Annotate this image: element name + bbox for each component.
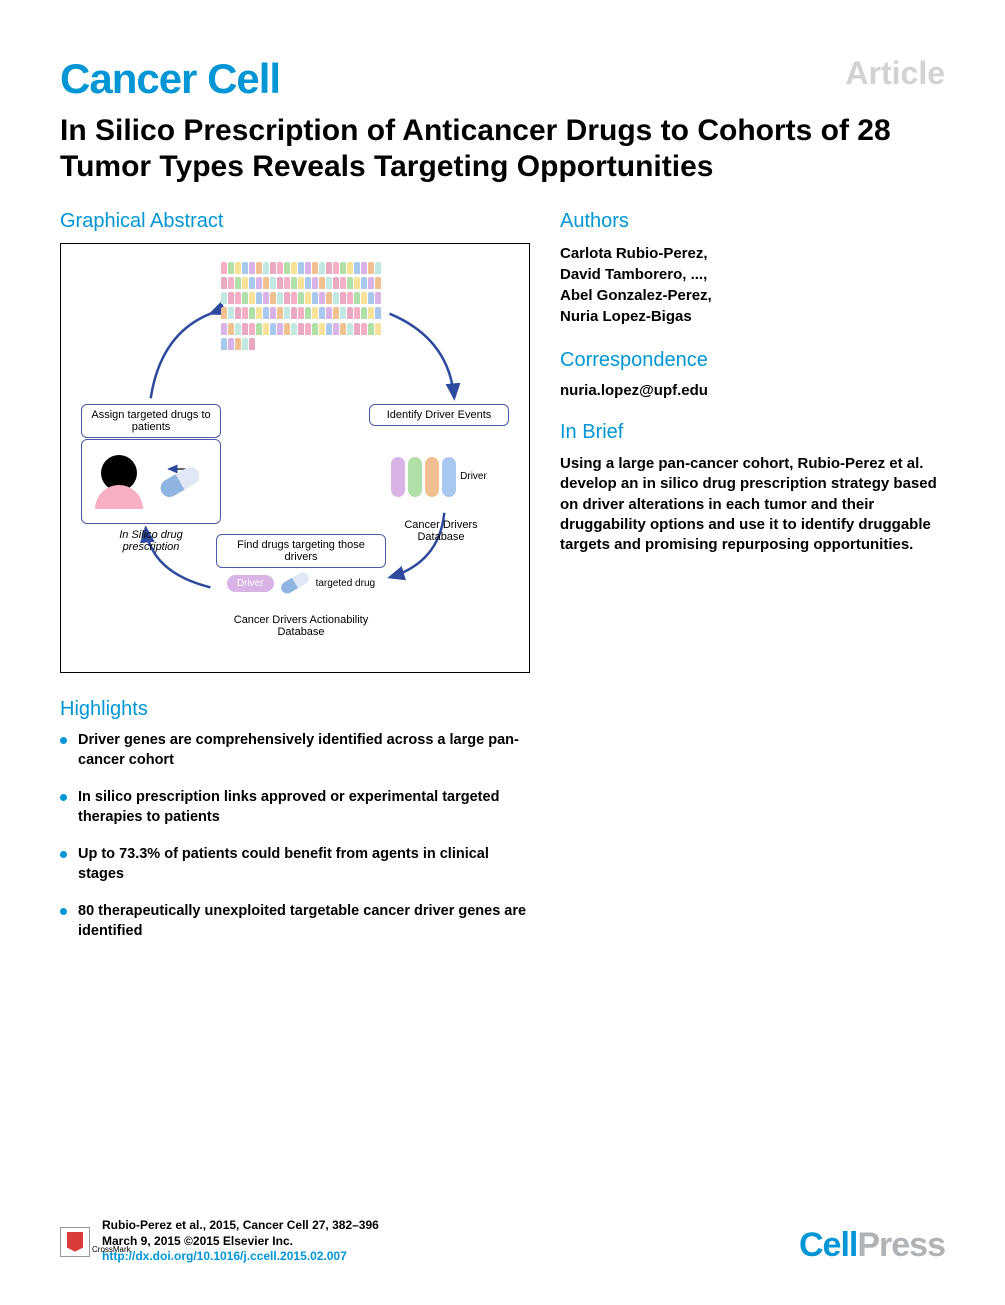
journal-logo: Cancer Cell <box>60 55 280 103</box>
article-type-label: Article <box>845 55 945 92</box>
identify-node-label: Identify Driver Events <box>369 404 509 426</box>
right-column: Authors Carlota Rubio-Perez,David Tambor… <box>560 210 940 960</box>
patient-illustration <box>81 439 221 524</box>
in-brief-text: Using a large pan-cancer cohort, Rubio-P… <box>560 454 940 555</box>
article-title: In Silico Prescription of Anticancer Dru… <box>60 113 945 185</box>
pill-icon <box>157 463 202 500</box>
cohort-icon-grid <box>221 262 381 352</box>
citation-block: Rubio-Perez et al., 2015, Cancer Cell 27… <box>102 1218 379 1265</box>
identify-illustration: Driver <box>369 439 509 514</box>
driver-chip: Driver <box>227 575 274 592</box>
authors-heading: Authors <box>560 210 940 233</box>
graphical-abstract-heading: Graphical Abstract <box>60 210 530 233</box>
assign-node-label: Assign targeted drugs to patients <box>81 404 221 438</box>
publisher-part1: Cell <box>799 1226 857 1264</box>
citation-line1: Rubio-Perez et al., 2015, Cancer Cell 27… <box>102 1218 379 1234</box>
find-node-label: Find drugs targeting those drivers <box>216 534 386 568</box>
pill-label: targeted drug <box>316 578 376 589</box>
assign-caption: In Silico drug prescription <box>91 529 211 553</box>
highlights-list: Driver genes are comprehensively identif… <box>60 731 530 942</box>
main-columns: Graphical Abstract Assign targeted drugs… <box>60 210 945 960</box>
find-caption: Cancer Drivers Actionability Database <box>216 614 386 638</box>
highlights-heading: Highlights <box>60 698 530 721</box>
highlight-item: Driver genes are comprehensively identif… <box>60 731 530 770</box>
correspondence-heading: Correspondence <box>560 349 940 372</box>
in-brief-heading: In Brief <box>560 421 940 444</box>
highlight-item: Up to 73.3% of patients could benefit fr… <box>60 845 530 884</box>
publisher-part2: Press <box>857 1226 945 1264</box>
small-pill-icon <box>279 570 311 595</box>
highlight-item: 80 therapeutically unexploited targetabl… <box>60 902 530 941</box>
find-illustration: Driver targeted drug <box>221 564 381 602</box>
crossmark-icon[interactable] <box>60 1227 90 1257</box>
header-row: Cancer Cell Article <box>60 55 945 103</box>
publisher-logo: CellPress <box>799 1226 945 1265</box>
correspondence-email[interactable]: nuria.lopez@upf.edu <box>560 382 940 399</box>
doi-link[interactable]: http://dx.doi.org/10.1016/j.ccell.2015.0… <box>102 1249 379 1265</box>
citation-line2: March 9, 2015 ©2015 Elsevier Inc. <box>102 1234 379 1250</box>
footer: CrossMark Rubio-Perez et al., 2015, Canc… <box>60 1218 945 1265</box>
highlights-section: Highlights Driver genes are comprehensiv… <box>60 698 530 942</box>
patient-head-icon <box>101 455 137 491</box>
crossmark-label: CrossMark <box>92 1245 131 1254</box>
authors-list: Carlota Rubio-Perez,David Tamborero, ...… <box>560 243 940 327</box>
footer-left: CrossMark Rubio-Perez et al., 2015, Canc… <box>60 1218 379 1265</box>
driver-text: Driver <box>460 471 487 482</box>
left-column: Graphical Abstract Assign targeted drugs… <box>60 210 530 960</box>
highlight-item: In silico prescription links approved or… <box>60 788 530 827</box>
graphical-abstract-figure: Assign targeted drugs to patients In Sil… <box>60 243 530 673</box>
identify-caption: Cancer Drivers Database <box>381 519 501 543</box>
